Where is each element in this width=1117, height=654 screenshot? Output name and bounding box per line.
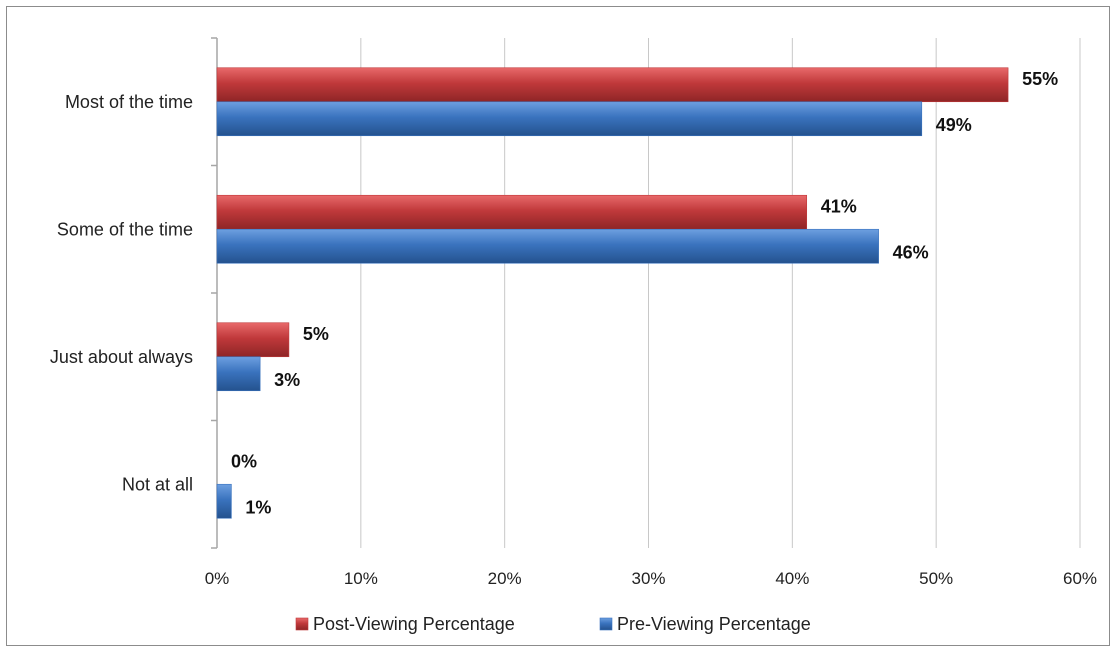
x-tick-label: 20% <box>488 569 522 588</box>
category-label: Most of the time <box>65 92 193 112</box>
x-tick-label: 50% <box>919 569 953 588</box>
legend-label: Pre-Viewing Percentage <box>617 614 811 634</box>
bar-pre <box>216 483 232 519</box>
data-label: 1% <box>245 497 271 517</box>
data-label: 5% <box>303 324 329 344</box>
bar-post <box>216 194 808 230</box>
x-tick-label: 30% <box>631 569 665 588</box>
category-label: Just about always <box>50 347 193 367</box>
data-label: 46% <box>893 242 929 262</box>
x-tick-label: 0% <box>205 569 230 588</box>
category-label: Not at all <box>122 474 193 494</box>
data-label: 49% <box>936 115 972 135</box>
legend-label: Post-Viewing Percentage <box>313 614 515 634</box>
bar-pre <box>216 101 923 137</box>
data-label: 55% <box>1022 69 1058 89</box>
bars <box>216 67 1009 519</box>
x-tick-label: 10% <box>344 569 378 588</box>
data-label: 0% <box>231 451 257 471</box>
axes: 0% 10% 20% 30% 40% 50% 60% <box>205 37 1097 588</box>
legend: Post-Viewing Percentage Pre-Viewing Perce… <box>295 614 811 634</box>
x-tick-label: 60% <box>1063 569 1097 588</box>
data-label: 3% <box>274 370 300 390</box>
x-tick-label: 40% <box>775 569 809 588</box>
category-label: Some of the time <box>57 219 193 239</box>
bar-pre <box>216 228 879 264</box>
legend-swatch <box>599 617 613 631</box>
bar-post <box>216 322 290 358</box>
bar-post <box>216 67 1009 103</box>
legend-swatch <box>295 617 309 631</box>
data-label: 41% <box>821 196 857 216</box>
bar-pre <box>216 356 261 392</box>
labels: Most of the time 55% 49% Some of the time 41… <box>50 69 1058 518</box>
